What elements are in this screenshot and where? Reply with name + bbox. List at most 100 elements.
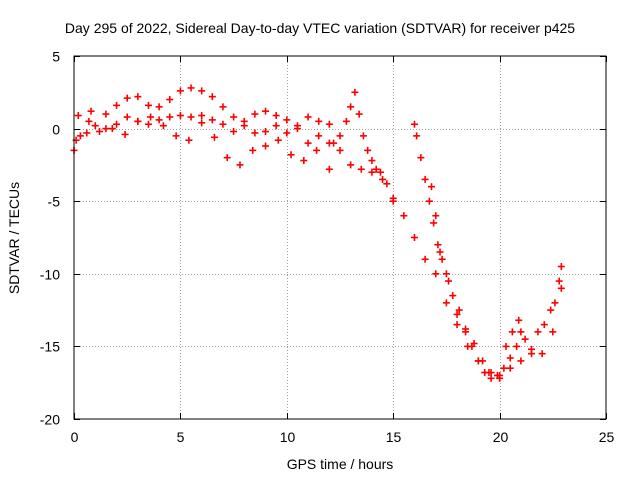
data-point <box>438 255 446 263</box>
data-point <box>368 157 376 165</box>
data-point <box>506 354 514 362</box>
data-point <box>432 212 440 220</box>
data-point <box>83 129 91 137</box>
data-point <box>425 197 433 205</box>
data-point <box>144 101 152 109</box>
y-tick-label: -5 <box>48 194 61 210</box>
data-point <box>134 93 142 101</box>
data-point <box>287 151 295 159</box>
data-point <box>410 120 418 128</box>
data-point <box>453 321 461 329</box>
data-point <box>272 112 280 120</box>
data-point <box>176 112 184 120</box>
data-point <box>219 120 227 128</box>
data-point <box>96 128 104 136</box>
data-point <box>187 84 195 92</box>
data-point <box>413 132 421 140</box>
data-point <box>432 270 440 278</box>
data-point <box>198 112 206 120</box>
plot-frame <box>73 55 607 420</box>
data-point <box>176 87 184 95</box>
data-point <box>359 132 367 140</box>
data-point <box>410 234 418 241</box>
data-point <box>357 165 365 173</box>
data-point <box>421 255 429 263</box>
data-point <box>325 120 333 128</box>
data-point <box>313 146 321 154</box>
x-tick-label: 0 <box>71 429 79 445</box>
data-point <box>400 212 408 220</box>
data-point <box>113 120 121 128</box>
data-point <box>540 321 548 329</box>
data-point <box>453 310 461 318</box>
data-point <box>551 299 559 307</box>
y-tick-label: 5 <box>52 49 60 65</box>
data-point <box>283 129 291 137</box>
data-point <box>347 161 355 169</box>
chart-title: Day 295 of 2022, Sidereal Day-to-day VTE… <box>64 20 576 36</box>
x-tick-label: 15 <box>386 429 402 445</box>
data-points <box>70 84 565 382</box>
data-point <box>262 107 270 115</box>
data-point <box>123 94 131 102</box>
data-point <box>85 117 93 125</box>
data-point <box>230 113 238 121</box>
data-point <box>383 180 391 188</box>
data-point <box>283 116 291 124</box>
data-point <box>389 194 397 202</box>
data-point <box>500 364 508 372</box>
data-point <box>113 101 121 109</box>
data-point <box>462 328 470 336</box>
data-point <box>436 248 444 256</box>
data-point <box>355 110 363 118</box>
data-point <box>76 132 84 140</box>
data-point <box>372 165 380 173</box>
y-tick-label: -15 <box>40 339 60 355</box>
x-tick-label: 25 <box>599 429 615 445</box>
data-point <box>421 175 429 183</box>
data-point <box>347 103 355 111</box>
y-tick-label: -10 <box>40 267 60 283</box>
data-point <box>517 328 525 336</box>
data-point <box>315 132 323 140</box>
data-point <box>185 136 193 144</box>
grid-lines <box>74 56 606 419</box>
axis-ticks: 0 5 10 15 20 25 5 0 -5 -10 -15 -20 <box>40 49 615 446</box>
data-point <box>521 335 529 343</box>
data-point <box>102 110 110 118</box>
y-tick-label: 0 <box>52 122 60 138</box>
data-point <box>455 306 463 314</box>
data-point <box>342 117 350 125</box>
data-point <box>549 328 557 336</box>
data-point <box>166 96 174 104</box>
data-point <box>300 157 308 165</box>
data-point <box>557 284 565 292</box>
data-point <box>240 117 248 125</box>
data-point <box>517 357 525 365</box>
data-point <box>479 357 487 365</box>
data-point <box>442 299 450 307</box>
data-point <box>325 165 333 173</box>
data-point <box>481 369 489 377</box>
data-point <box>513 342 521 350</box>
data-point <box>304 139 312 147</box>
data-point <box>187 113 195 121</box>
data-point <box>376 168 384 176</box>
data-point <box>262 142 270 150</box>
data-point <box>534 328 542 336</box>
x-tick-label: 10 <box>280 429 296 445</box>
data-point <box>166 113 174 121</box>
data-point <box>159 122 167 130</box>
data-point <box>74 112 82 120</box>
data-point <box>87 107 95 115</box>
data-point <box>249 146 257 154</box>
data-point <box>449 292 457 300</box>
x-tick-label: 20 <box>493 429 509 445</box>
data-point <box>102 125 110 133</box>
data-point <box>368 168 376 176</box>
data-point <box>251 129 259 137</box>
data-point <box>123 113 131 121</box>
data-point <box>172 132 180 140</box>
data-point <box>515 316 523 324</box>
